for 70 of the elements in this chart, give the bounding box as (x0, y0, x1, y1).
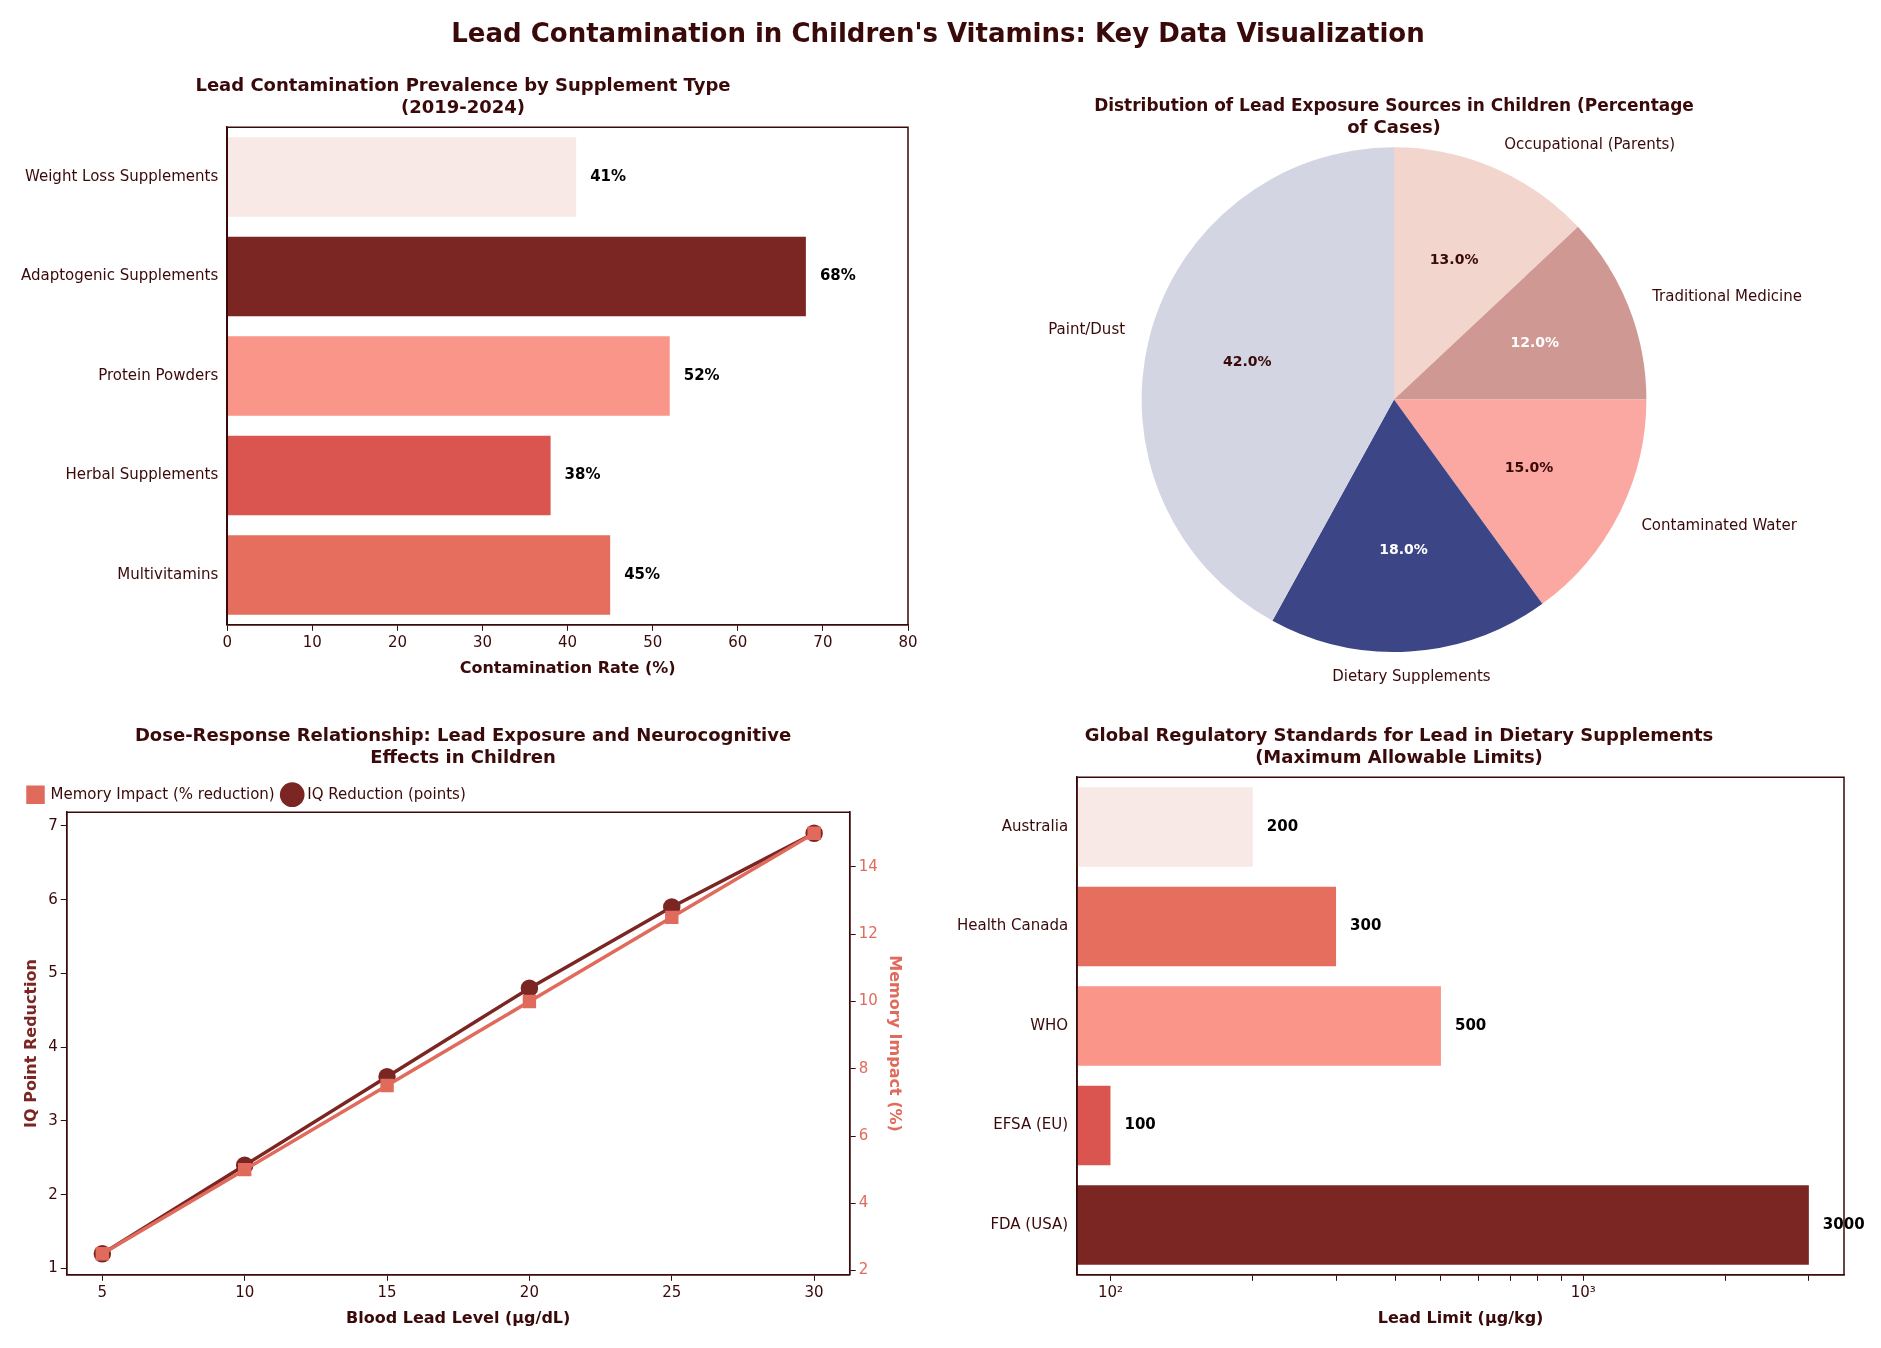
chart-title: Dose-Response Relationship: Lead Exposure and Neurocognitive Effects in Children (134, 724, 792, 768)
y-tick-label: 5 (48, 963, 58, 982)
data-label: 68% (819, 266, 856, 285)
y-tick-label: Multivitamins (117, 564, 219, 583)
legend-label: Memory Impact (% reduction) (50, 784, 275, 803)
x-tick-label: 25 (662, 1282, 682, 1301)
y-tick-label: 3 (48, 1110, 58, 1129)
y2-tick-label: 6 (858, 1125, 869, 1144)
y-tick-label: 6 (48, 889, 58, 908)
x-tick-label: 10 (302, 632, 322, 651)
x-tick-label: 10³ (1570, 1282, 1596, 1301)
x-tick-label: 10² (1097, 1282, 1124, 1301)
x-tick-label: 60 (728, 632, 748, 651)
x-axis-title: Lead Limit (μg/kg) (1377, 1307, 1544, 1327)
legend-label: IQ Reduction (points) (307, 784, 466, 803)
y-tick-label: Weight Loss Supplements (25, 166, 219, 185)
chart-title: Lead Contamination Prevalence by Supplement Type (2019-2024) (195, 74, 731, 118)
data-label: 13.0% (1429, 251, 1479, 268)
x-tick-label: 0 (222, 632, 233, 651)
y-tick-label: 1 (48, 1258, 58, 1277)
x-tick-label: 40 (558, 632, 578, 651)
slice-label: Contaminated Water (1641, 515, 1798, 534)
x-tick-label: 20 (387, 632, 407, 651)
y-tick-label: Health Canada (956, 916, 1069, 935)
x-tick-label: 5 (97, 1282, 108, 1301)
y2-axis-title: Memory Impact (%) (886, 955, 906, 1132)
data-label: 100 (1124, 1115, 1156, 1134)
y2-tick-label: 12 (858, 924, 878, 943)
data-label: 38% (564, 465, 601, 484)
data-label: 45% (624, 564, 661, 583)
data-label: 15.0% (1504, 458, 1554, 475)
x-tick-label: 80 (898, 632, 918, 651)
y-tick-label: Herbal Supplements (65, 465, 219, 484)
x-tick-label: 20 (519, 1282, 539, 1301)
data-label: 200 (1266, 816, 1299, 835)
text: Lead Contamination in Children's Vitamins: Key Data Visualization (450, 17, 1426, 50)
data-label: 18.0% (1379, 541, 1428, 558)
y-tick-label: WHO (1030, 1015, 1069, 1034)
y-tick-label: EFSA (EU) (993, 1115, 1069, 1134)
y2-tick-label: 8 (858, 1058, 869, 1077)
y-tick-label: Adaptogenic Supplements (20, 266, 219, 285)
x-axis-title: Blood Lead Level (μg/dL) (346, 1307, 571, 1327)
data-label: 42.0% (1223, 352, 1272, 369)
data-label: 500 (1454, 1015, 1487, 1034)
chart-title: Global Regulatory Standards for Lead in Dietary Supplements (Maximum Allowable Limits) (1084, 724, 1714, 768)
y2-tick-label: 2 (858, 1260, 869, 1279)
x-axis-title: Contamination Rate (%) (459, 657, 676, 677)
data-label: 300 (1350, 916, 1382, 935)
y-tick-label: 7 (48, 815, 58, 834)
y2-tick-label: 4 (858, 1193, 869, 1212)
x-tick-label: 30 (804, 1282, 824, 1301)
x-tick-label: 30 (472, 632, 493, 651)
y-tick-label: Protein Powders (98, 365, 219, 384)
y2-tick-label: 10 (858, 991, 878, 1010)
y-tick-label: Australia (1001, 816, 1069, 835)
slice-label: Paint/Dust (1048, 320, 1126, 339)
data-label: 52% (683, 365, 720, 384)
x-tick-label: 10 (235, 1282, 255, 1301)
slice-label: Dietary Supplements (1332, 666, 1491, 685)
y-tick-label: 2 (48, 1184, 58, 1203)
x-tick-label: 70 (813, 632, 833, 651)
slice-label: Traditional Medicine (1651, 287, 1803, 306)
y2-tick-label: 14 (858, 856, 878, 875)
y-tick-label: FDA (USA) (990, 1214, 1069, 1233)
y-tick-label: 4 (48, 1037, 58, 1056)
y-axis-title: IQ Point Reduction (20, 959, 40, 1128)
data-label: 12.0% (1510, 334, 1560, 351)
x-tick-label: 50 (643, 632, 663, 651)
x-tick-label: 15 (377, 1282, 397, 1301)
data-label: 41% (590, 166, 627, 185)
